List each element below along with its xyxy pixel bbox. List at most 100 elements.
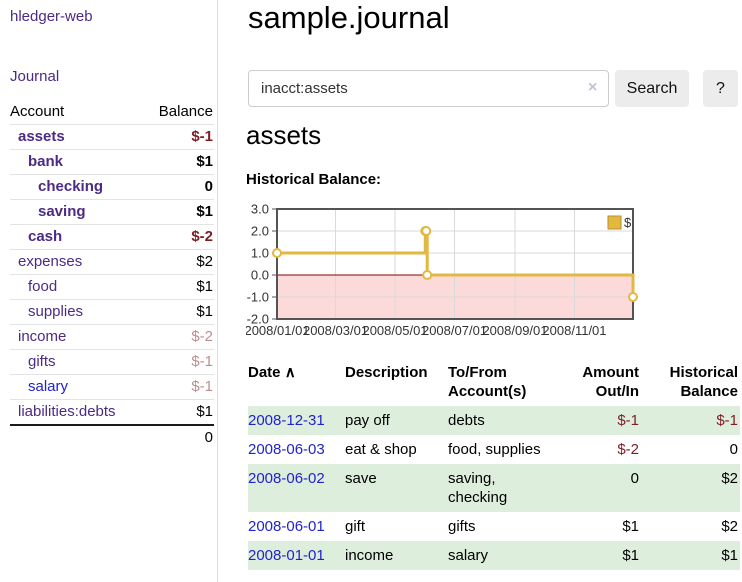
svg-text:-1.0: -1.0 (247, 290, 269, 305)
account-link[interactable]: food (28, 278, 58, 295)
account-balance: $-1 (191, 378, 213, 395)
transaction-balance: $2 (721, 470, 738, 487)
account-link[interactable]: expenses (18, 253, 83, 270)
accounts-total-spacer (10, 424, 144, 450)
search-button[interactable]: Search (615, 70, 689, 107)
transaction-amount: $1 (622, 518, 639, 535)
transaction-description: income (345, 547, 394, 564)
account-balance: $1 (196, 403, 213, 420)
transaction-date-link[interactable]: 2008-06-02 (248, 470, 325, 487)
account-cell: food (10, 275, 144, 300)
account-balance: $1 (196, 203, 213, 220)
transaction-accounts: food, supplies (448, 441, 541, 458)
svg-text:3.0: 3.0 (251, 202, 269, 217)
account-link[interactable]: assets (18, 128, 65, 145)
transaction-row: 2008-01-01 income salary $1 $1 (248, 541, 740, 570)
account-cell: liabilities:debts (10, 400, 144, 426)
svg-text:2008/01/01: 2008/01/01 (246, 323, 310, 338)
column-date-label: Date (248, 364, 281, 381)
account-link[interactable]: supplies (28, 303, 84, 320)
account-row: saving $1 (10, 200, 214, 225)
svg-text:2008/05/01: 2008/05/01 (362, 323, 427, 338)
account-link[interactable]: checking (38, 178, 104, 195)
transaction-date-cell: 2008-01-01 (248, 541, 345, 570)
transaction-description: eat & shop (345, 441, 417, 458)
account-row: checking 0 (10, 175, 214, 200)
transaction-date-link[interactable]: 2008-06-01 (248, 518, 325, 535)
account-link[interactable]: income (18, 328, 67, 345)
account-balance: $-2 (191, 328, 213, 345)
chart-label: Historical Balance: (246, 171, 382, 188)
transaction-row: 2008-12-31 pay off debts $-1 $-1 (248, 406, 740, 435)
brand-link[interactable]: hledger-web (10, 8, 93, 25)
column-date[interactable]: Date ∧ (248, 360, 345, 406)
account-row: bank $1 (10, 150, 214, 175)
account-balance: $2 (196, 253, 213, 270)
transaction-accounts: gifts (448, 518, 476, 535)
svg-text:0.0: 0.0 (251, 268, 269, 283)
transaction-date-link[interactable]: 2008-12-31 (248, 412, 325, 429)
account-balance: $-1 (191, 128, 213, 145)
accounts-table: Account Balance assets $-1 bank $1 checking 0… (10, 100, 214, 450)
transaction-amount: $1 (622, 547, 639, 564)
search-input[interactable] (248, 70, 609, 107)
sidebar-item-journal[interactable]: Journal (10, 68, 60, 85)
account-link[interactable]: cash (28, 228, 63, 245)
account-cell: gifts (10, 350, 144, 375)
account-balance: 0 (204, 178, 213, 195)
account-row: income $-2 (10, 325, 214, 350)
account-cell: supplies (10, 300, 144, 325)
account-cell: saving (10, 200, 144, 225)
column-description: Description (345, 364, 428, 381)
column-accounts: To/From Account(s) (448, 364, 527, 400)
transaction-accounts: salary (448, 547, 489, 564)
svg-text:2.0: 2.0 (251, 224, 269, 239)
accounts-column-account: Account (10, 103, 65, 120)
transaction-balance: $1 (721, 547, 738, 564)
transaction-description: gift (345, 518, 366, 535)
transaction-balance: $-1 (716, 412, 738, 429)
sort-ascending-icon: ∧ (284, 364, 296, 381)
account-balance: $1 (196, 153, 213, 170)
transaction-description: pay off (345, 412, 390, 429)
transaction-row: 2008-06-03 eat & shop food, supplies $-2 0 (248, 435, 740, 464)
svg-text:2008/07/01: 2008/07/01 (422, 323, 487, 338)
historical-balance-chart: $3.0 2.0 1.0 0.0 -1.0 -2.02008/01/012008/03/0… (246, 202, 638, 338)
transaction-amount: $-2 (617, 441, 639, 458)
account-balance: $-1 (191, 353, 213, 370)
account-link[interactable]: saving (38, 203, 86, 220)
account-link[interactable]: liabilities:debts (18, 403, 116, 420)
account-link[interactable]: gifts (28, 353, 56, 370)
account-link[interactable]: salary (28, 378, 69, 395)
svg-text:1.0: 1.0 (251, 246, 269, 261)
accounts-table-body: assets $-1 bank $1 checking 0 saving $1 cash $-2 e… (10, 125, 214, 426)
account-link[interactable]: bank (28, 153, 64, 170)
transaction-date-link[interactable]: 2008-06-03 (248, 441, 325, 458)
account-row: salary $-1 (10, 375, 214, 400)
account-row: gifts $-1 (10, 350, 214, 375)
account-cell: cash (10, 225, 144, 250)
account-cell: income (10, 325, 144, 350)
account-cell: bank (10, 150, 144, 175)
transaction-balance: $2 (721, 518, 738, 535)
transaction-date-link[interactable]: 2008-01-01 (248, 547, 325, 564)
transaction-date-cell: 2008-12-31 (248, 406, 345, 435)
transaction-amount: 0 (630, 470, 639, 487)
help-button[interactable]: ? (703, 70, 738, 107)
clear-search-icon[interactable]: × (588, 79, 598, 96)
account-row: assets $-1 (10, 125, 214, 150)
account-row: supplies $1 (10, 300, 214, 325)
svg-text:2008/09/01: 2008/09/01 (482, 323, 547, 338)
transaction-date-cell: 2008-06-02 (248, 464, 345, 512)
column-balance: Historical Balance (669, 364, 738, 400)
account-row: expenses $2 (10, 250, 214, 275)
svg-text:2008/03/01: 2008/03/01 (303, 323, 368, 338)
accounts-header-row: Account Balance (10, 100, 214, 125)
column-amount: Amount Out/In (582, 364, 639, 400)
transaction-amount: $-1 (617, 412, 639, 429)
account-cell: expenses (10, 250, 144, 275)
account-cell: salary (10, 375, 144, 400)
transaction-accounts: saving, checking (448, 470, 508, 506)
accounts-column-balance: Balance (158, 103, 213, 120)
account-balance: $1 (196, 303, 213, 320)
